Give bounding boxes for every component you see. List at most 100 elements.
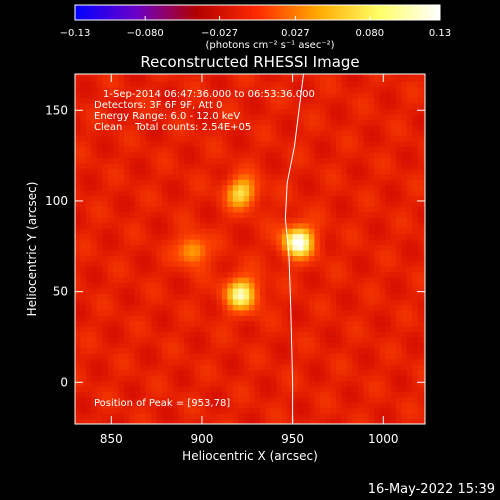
heatmap-pixel xyxy=(319,298,326,305)
heatmap-pixel xyxy=(265,287,272,295)
heatmap-pixel xyxy=(221,195,228,202)
heatmap-pixel xyxy=(205,298,212,305)
heatmap-pixel xyxy=(417,151,424,159)
heatmap-pixel xyxy=(281,135,288,142)
heatmap-pixel xyxy=(102,358,109,365)
heatmap-pixel xyxy=(417,119,424,126)
heatmap-pixel xyxy=(249,97,256,104)
heatmap-pixel xyxy=(200,157,207,164)
heatmap-pixel xyxy=(330,336,337,343)
heatmap-pixel xyxy=(80,211,87,218)
heatmap-pixel xyxy=(113,396,120,403)
heatmap-pixel xyxy=(368,75,375,82)
heatmap-pixel xyxy=(80,304,87,311)
heatmap-pixel xyxy=(336,282,343,289)
heatmap-pixel xyxy=(151,141,158,148)
heatmap-pixel xyxy=(363,309,370,316)
heatmap-pixel xyxy=(276,255,283,262)
heatmap-pixel xyxy=(178,173,185,180)
heatmap-pixel xyxy=(287,86,294,93)
heatmap-pixel xyxy=(319,179,326,186)
heatmap-pixel xyxy=(238,380,245,387)
heatmap-pixel xyxy=(390,146,397,153)
heatmap-pixel xyxy=(357,391,364,398)
heatmap-pixel xyxy=(385,108,392,115)
heatmap-pixel xyxy=(401,135,408,142)
heatmap-pixel xyxy=(145,347,152,354)
heatmap-pixel xyxy=(270,162,277,169)
heatmap-pixel xyxy=(85,375,92,382)
heatmap-pixel xyxy=(211,304,218,311)
heatmap-pixel xyxy=(341,375,348,382)
heatmap-pixel xyxy=(162,342,169,349)
heatmap-pixel xyxy=(129,228,136,235)
heatmap-pixel xyxy=(118,173,125,180)
heatmap-pixel xyxy=(156,97,163,104)
heatmap-pixel xyxy=(341,217,348,224)
heatmap-pixel xyxy=(374,217,381,224)
heatmap-pixel xyxy=(379,375,386,382)
heatmap-pixel xyxy=(270,418,277,424)
heatmap-pixel xyxy=(200,331,207,338)
heatmap-pixel xyxy=(330,255,337,262)
heatmap-pixel xyxy=(303,304,310,311)
heatmap-pixel xyxy=(314,195,321,202)
heatmap-pixel xyxy=(368,211,375,218)
heatmap-pixel xyxy=(178,304,185,311)
heatmap-pixel xyxy=(385,124,392,131)
heatmap-pixel xyxy=(303,380,310,387)
heatmap-pixel xyxy=(96,353,103,360)
heatmap-pixel xyxy=(254,184,261,191)
heatmap-pixel xyxy=(406,304,413,311)
heatmap-pixel xyxy=(265,81,272,88)
heatmap-pixel xyxy=(303,353,310,360)
heatmap-pixel xyxy=(238,222,245,229)
heatmap-pixel xyxy=(336,407,343,414)
heatmap-pixel xyxy=(417,179,424,186)
heatmap-pixel xyxy=(129,320,136,327)
heatmap-pixel xyxy=(276,233,283,240)
heatmap-pixel xyxy=(118,315,125,322)
heatmap-pixel xyxy=(211,287,218,295)
heatmap-pixel xyxy=(227,413,234,420)
heatmap-pixel xyxy=(412,173,419,180)
heatmap-pixel xyxy=(162,108,169,115)
heatmap-pixel xyxy=(249,239,256,246)
heatmap-pixel xyxy=(129,364,136,371)
heatmap-pixel xyxy=(80,157,87,164)
heatmap-pixel xyxy=(368,130,375,137)
heatmap-pixel xyxy=(216,244,223,251)
heatmap-pixel xyxy=(205,173,212,180)
heatmap-pixel xyxy=(80,179,87,186)
heatmap-pixel xyxy=(276,260,283,267)
heatmap-pixel xyxy=(368,190,375,197)
heatmap-pixel xyxy=(96,184,103,191)
heatmap-pixel xyxy=(308,266,315,273)
heatmap-pixel xyxy=(423,358,425,365)
heatmap-pixel xyxy=(374,266,381,273)
heatmap-pixel xyxy=(227,320,234,327)
heatmap-pixel xyxy=(352,108,359,115)
heatmap-pixel xyxy=(178,157,185,164)
heatmap-pixel xyxy=(265,380,272,387)
heatmap-pixel xyxy=(319,277,326,284)
heatmap-pixel xyxy=(314,402,321,409)
heatmap-pixel xyxy=(134,222,141,229)
heatmap-pixel xyxy=(178,146,185,153)
heatmap-pixel xyxy=(85,228,92,235)
heatmap-pixel xyxy=(336,380,343,387)
heatmap-pixel xyxy=(423,179,425,186)
heatmap-pixel xyxy=(145,277,152,284)
heatmap-pixel xyxy=(368,200,375,207)
heatmap-pixel xyxy=(91,326,98,333)
heatmap-pixel xyxy=(281,402,288,409)
heatmap-pixel xyxy=(374,380,381,387)
heatmap-pixel xyxy=(308,239,315,246)
heatmap-pixel xyxy=(145,75,152,82)
heatmap-pixel xyxy=(374,200,381,207)
heatmap-pixel xyxy=(243,86,250,93)
heatmap-pixel xyxy=(406,157,413,164)
heatmap-pixel xyxy=(298,195,305,202)
heatmap-pixel xyxy=(336,108,343,115)
heatmap-pixel xyxy=(303,320,310,327)
